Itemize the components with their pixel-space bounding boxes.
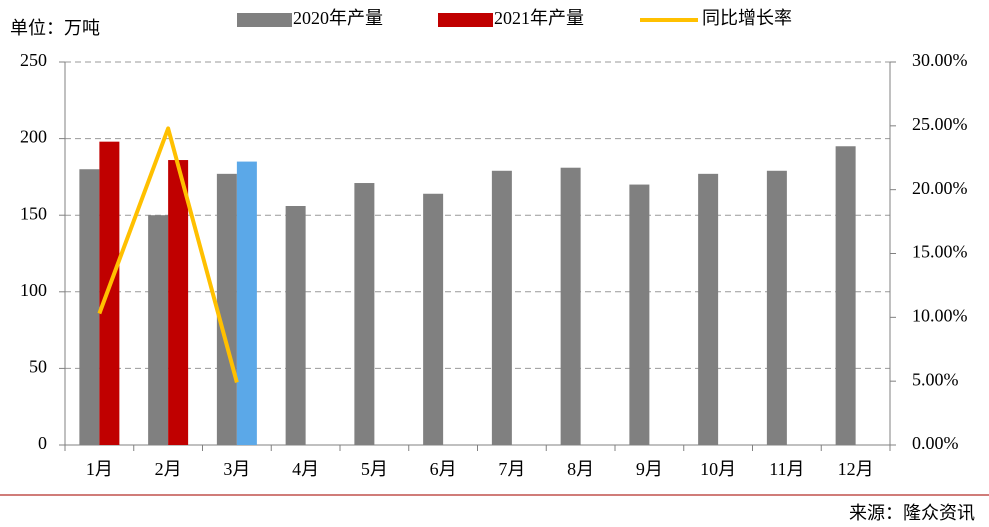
y-tick-label: 0 [38,433,47,453]
x-tick-label: 4月 [292,459,319,479]
legend-label: 同比增长率 [702,8,792,28]
x-tick-label: 10月 [700,459,736,479]
unit-label: 单位：万吨 [10,18,100,38]
y2-tick-label: 25.00% [912,114,968,134]
bar [354,183,375,445]
x-tick-label: 2月 [155,459,182,479]
x-tick-label: 1月 [86,459,113,479]
bar [148,215,169,445]
x-tick-label: 7月 [498,459,525,479]
y2-tick-label: 30.00% [912,50,968,70]
y2-tick-label: 10.00% [912,305,968,325]
y-tick-label: 200 [20,127,47,147]
y2-tick-label: 15.00% [912,242,968,262]
legend-swatch [237,13,292,27]
bar [766,170,787,445]
x-tick-label: 6月 [430,459,457,479]
bar [99,141,120,445]
x-tick-label: 12月 [838,459,874,479]
y-tick-label: 150 [20,203,47,223]
bar [560,167,581,445]
x-tick-label: 5月 [361,459,388,479]
source: 来源：隆众资讯 [849,503,975,523]
line-series [97,126,239,383]
x-tick-label: 11月 [769,459,804,479]
bar [698,173,719,445]
bar [216,173,237,445]
legend-swatch [438,13,493,27]
bar [835,146,856,445]
bar [236,161,257,445]
bar [285,206,306,445]
legend-label: 2021年产量 [494,8,584,28]
bar [491,170,512,445]
bar [423,193,444,445]
y2-tick-label: 20.00% [912,178,968,198]
bar [629,184,650,445]
bar [79,169,100,446]
x-tick-label: 3月 [223,459,250,479]
y-tick-label: 50 [29,357,47,377]
y2-tick-label: 5.00% [912,369,959,389]
y2-tick-label: 0.00% [912,433,959,453]
x-tick-label: 8月 [567,459,594,479]
y-tick-label: 100 [20,280,47,300]
legend-label: 2020年产量 [293,8,383,28]
y-tick-label: 250 [20,50,47,70]
bar [168,160,189,445]
x-tick-label: 9月 [636,459,663,479]
